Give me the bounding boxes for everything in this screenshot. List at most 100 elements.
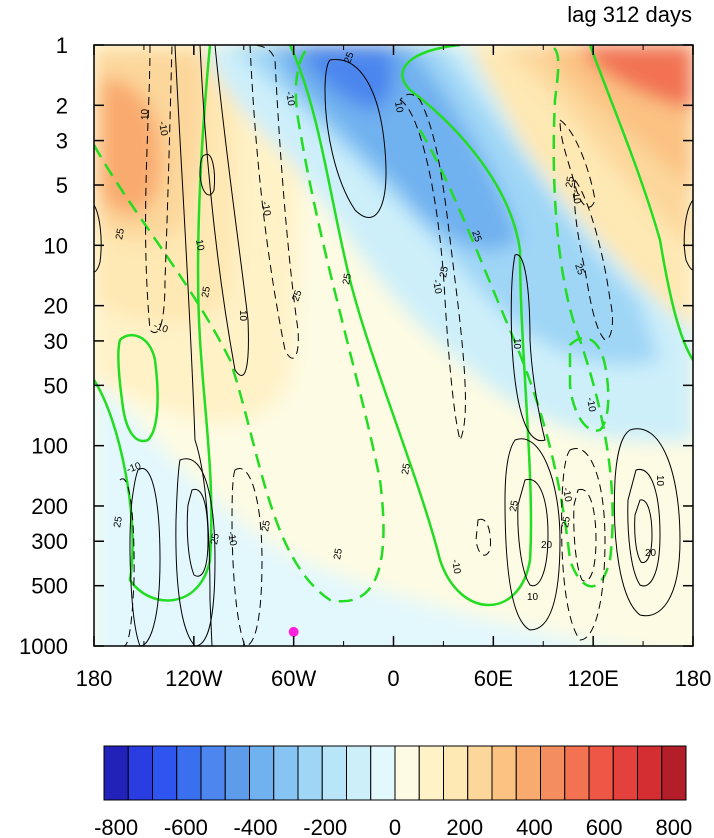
- black-contour-label: 10: [392, 101, 405, 114]
- green-contour-dashed: [94, 45, 385, 603]
- green-contour-label: 25: [438, 265, 451, 278]
- colorbar-swatch: [564, 745, 590, 801]
- colorbar-label: -200: [303, 815, 347, 838]
- black-contour-label: 10: [654, 475, 665, 487]
- black-contour-label: -10: [449, 559, 462, 576]
- black-contour-label: -10: [225, 531, 238, 548]
- colorbar-swatch: [370, 745, 396, 801]
- colorbar-label: 400: [516, 815, 553, 838]
- y-tick-label: 20: [44, 294, 68, 319]
- y-tick-label: 200: [31, 494, 68, 519]
- black-contour-dashed: [145, 45, 173, 333]
- y-tick-label: 5: [56, 173, 68, 198]
- colorbar-label: -400: [234, 815, 278, 838]
- location-marker: [288, 626, 299, 637]
- black-contour-label: 10: [193, 239, 206, 252]
- black-contour-label: 10: [140, 108, 151, 120]
- black-contour-label: -10: [283, 91, 296, 108]
- colorbar-swatch: [249, 745, 275, 801]
- green-contour-dashed-closed: [568, 336, 610, 432]
- colorbar-swatch: [394, 745, 420, 801]
- x-tick-label: 180: [675, 666, 712, 691]
- contour-labels: 25 25 25 25 25 25 25 25 25 25 25 25 25 2…: [112, 50, 665, 603]
- colorbar-swatch: [637, 745, 663, 801]
- x-tick-label: 0: [387, 666, 399, 691]
- black-contour-solid-closed: [186, 488, 209, 577]
- colorbar-swatch: [540, 745, 566, 801]
- colorbar-label: 200: [446, 815, 483, 838]
- colorbar-swatch: [127, 745, 153, 801]
- colorbar-swatch: [224, 745, 250, 801]
- black-contour-dashed: [573, 488, 597, 582]
- green-contour-solid-closed: [117, 334, 159, 443]
- y-tick-label: 300: [31, 529, 68, 554]
- black-contour-solid-closed: [199, 153, 215, 196]
- black-contour-label: -10: [569, 189, 582, 206]
- black-contour-label: -10: [156, 121, 169, 138]
- green-contour-solid: [588, 45, 693, 361]
- y-tick-label: 10: [44, 233, 68, 258]
- black-contour-solid-closed: [129, 468, 161, 646]
- green-contour-label: 25: [560, 515, 573, 528]
- y-tick-label: 30: [44, 329, 68, 354]
- green-contour-label: 25: [209, 532, 222, 545]
- black-contour-label: 20: [645, 548, 657, 559]
- colorbar-label: -800: [94, 815, 138, 838]
- black-contour-solid-closed: [324, 59, 387, 218]
- black-contour-label: 20: [541, 540, 553, 551]
- green-contour-label: 25: [400, 462, 413, 475]
- black-contour-dashed: [559, 119, 596, 208]
- black-contour-label: -10: [259, 201, 272, 218]
- black-contour-dashed: [561, 448, 606, 641]
- colorbar-swatch: [346, 745, 372, 801]
- black-contour-dashed: [573, 178, 613, 341]
- shade-negative-band-inner: [270, 45, 520, 251]
- colorbar-swatch: [297, 745, 323, 801]
- black-contour-label: -10: [152, 320, 170, 335]
- colorbar-label: 600: [586, 815, 623, 838]
- green-contour-solid: [288, 45, 533, 607]
- green-contour-dashed: [418, 45, 614, 588]
- x-tick-label: 120E: [567, 666, 618, 691]
- colorbar-label: -600: [164, 815, 208, 838]
- green-contour-label: 25: [332, 547, 345, 560]
- green-contour-label: 25: [260, 519, 273, 532]
- plot-area: 25 25 25 25 25 25 25 25 25 25 25 25 25 2…: [94, 45, 693, 646]
- chart-title: lag 312 days: [567, 2, 692, 27]
- shading-layer: [94, 45, 693, 646]
- black-contour-label: -10: [560, 487, 573, 504]
- colorbar-swatch: [491, 745, 517, 801]
- x-axis: 180 120W 60W 0 60E 120E 180: [76, 45, 712, 691]
- shade-tropo-west-negative: [94, 380, 612, 646]
- colorbar-swatch: [152, 745, 178, 801]
- black-contour-dashed: [231, 468, 263, 646]
- colorbar-label: 0: [389, 815, 401, 838]
- colorbar-swatch: [418, 745, 444, 801]
- green-contour-label: 25: [469, 229, 483, 244]
- green-contour-layer: [94, 45, 693, 607]
- x-tick-label: 180: [76, 666, 113, 691]
- black-contour-solid-closed: [517, 478, 549, 587]
- colorbar-swatch: [467, 745, 493, 801]
- black-contour-label: 10: [237, 310, 248, 322]
- y-axis: 1 2 3 5 10 20 30 50 100 200 300 500 1000: [19, 33, 693, 659]
- black-contour-solid-closed: [504, 438, 561, 631]
- y-tick-label: 3: [56, 129, 68, 154]
- green-contour-label: 25: [114, 227, 127, 240]
- black-contour-label: -10: [430, 279, 443, 296]
- x-tick-label: 120W: [165, 666, 223, 691]
- shade-negative-core: [300, 45, 394, 110]
- black-contour-solid: [94, 204, 102, 273]
- colorbar-swatch: [443, 745, 469, 801]
- black-contour-solid-closed: [510, 254, 546, 442]
- colorbar-swatch: [176, 745, 202, 801]
- colorbar-label: 800: [656, 815, 693, 838]
- y-tick-label: 50: [44, 373, 68, 398]
- black-contour-label: -10: [584, 397, 597, 414]
- y-tick-label: 500: [31, 574, 68, 599]
- y-tick-label: 100: [31, 434, 68, 459]
- colorbar: -800 -600 -400 -200 0 200 400 600 800: [94, 745, 693, 838]
- colorbar-swatch: [103, 745, 129, 801]
- shade-east-positive-core: [580, 45, 693, 110]
